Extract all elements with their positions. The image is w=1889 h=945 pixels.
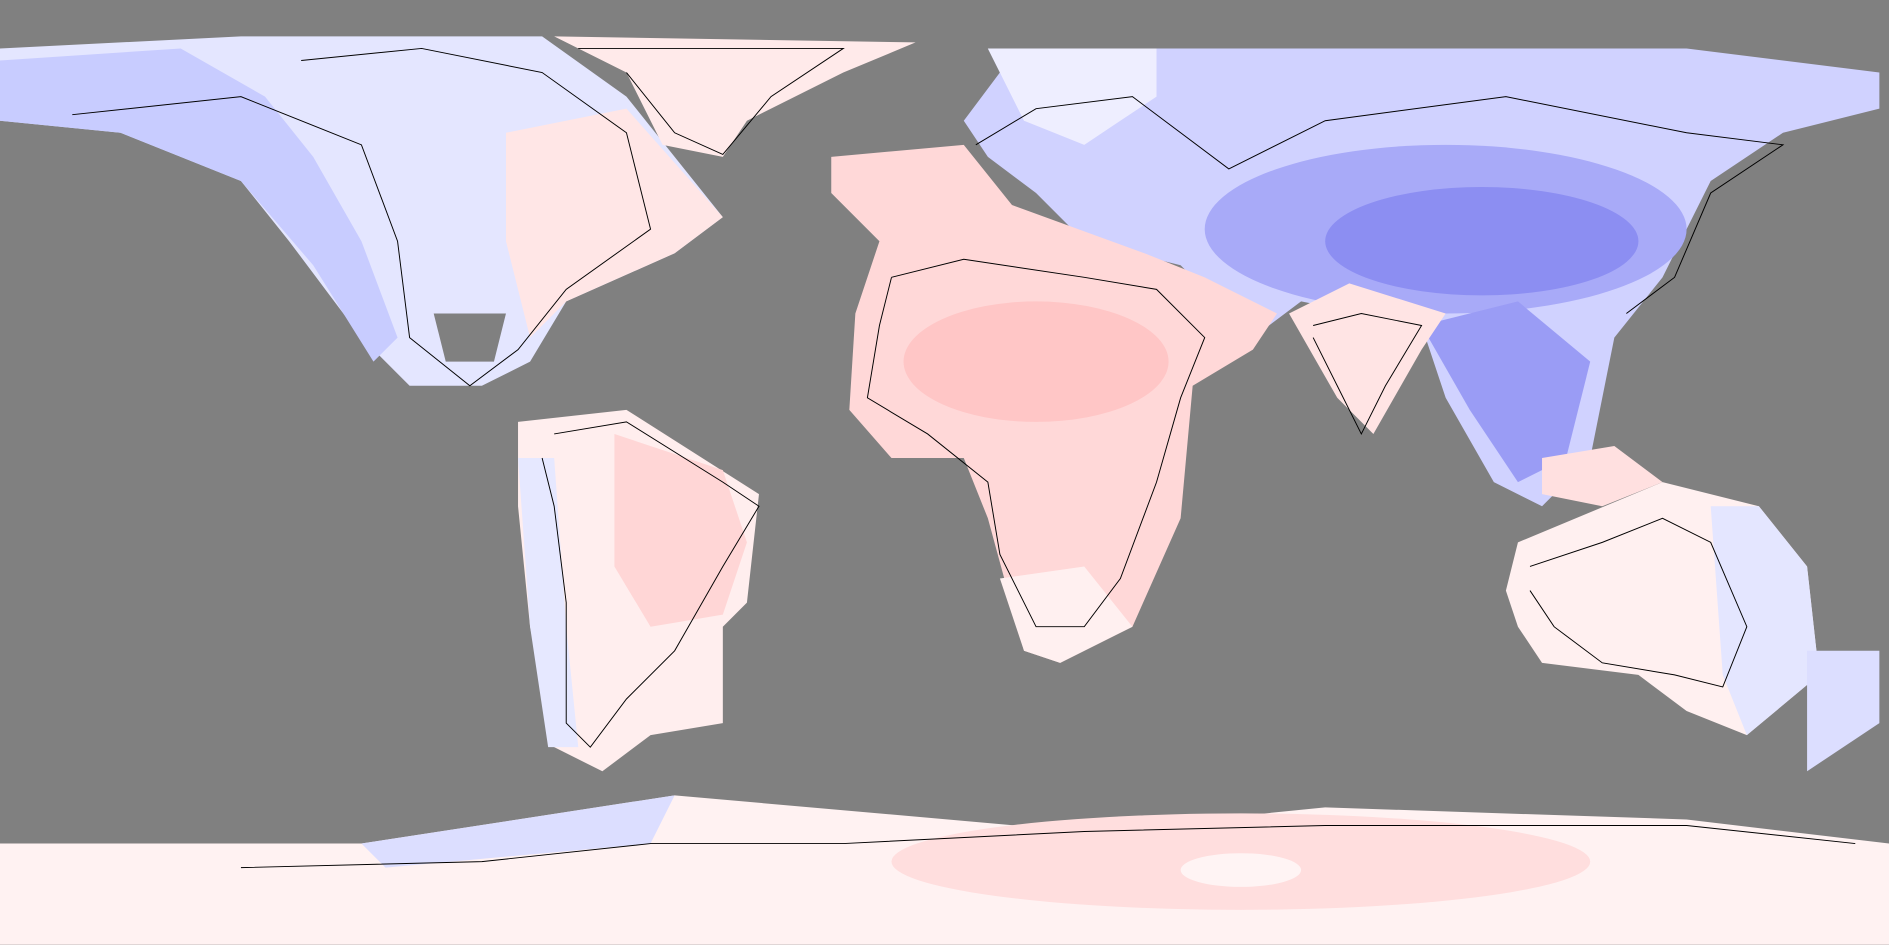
south-america — [518, 409, 760, 772]
india — [1289, 283, 1446, 436]
antarctica — [0, 795, 1889, 945]
eurasia — [963, 48, 1880, 507]
australia — [1505, 445, 1820, 736]
greenland — [554, 36, 916, 157]
new-zealand — [1807, 650, 1880, 772]
africa-europe — [831, 144, 1278, 663]
north-america — [0, 36, 723, 387]
